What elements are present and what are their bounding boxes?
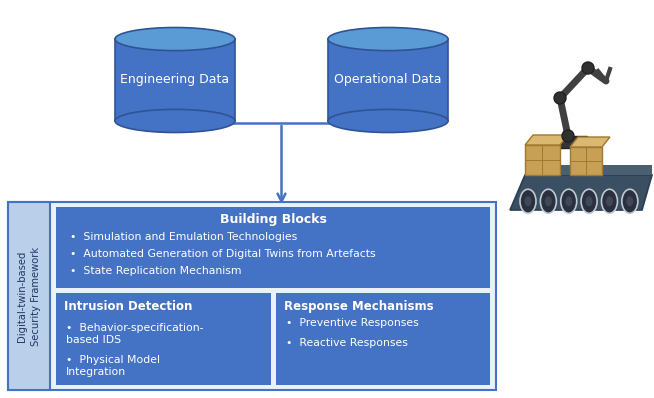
FancyBboxPatch shape — [8, 202, 50, 390]
Ellipse shape — [585, 196, 593, 206]
Ellipse shape — [554, 92, 566, 104]
Ellipse shape — [115, 27, 235, 51]
FancyBboxPatch shape — [56, 293, 271, 385]
Text: •  Preventive Responses: • Preventive Responses — [286, 318, 419, 328]
Text: Digital-twin-based
Security Framework: Digital-twin-based Security Framework — [18, 246, 41, 345]
Ellipse shape — [565, 196, 572, 206]
Polygon shape — [525, 165, 652, 175]
Ellipse shape — [582, 62, 594, 74]
Ellipse shape — [560, 189, 577, 213]
FancyBboxPatch shape — [549, 136, 587, 148]
Ellipse shape — [540, 189, 557, 213]
Ellipse shape — [328, 27, 448, 51]
Text: •  Simulation and Emulation Technologies: • Simulation and Emulation Technologies — [70, 232, 298, 242]
Ellipse shape — [520, 189, 536, 213]
FancyBboxPatch shape — [570, 147, 602, 175]
Ellipse shape — [627, 196, 633, 206]
Text: Operational Data: Operational Data — [334, 74, 441, 86]
Ellipse shape — [328, 109, 448, 133]
Polygon shape — [510, 175, 652, 210]
Text: •  Behavior-specification-
based IDS: • Behavior-specification- based IDS — [66, 323, 203, 345]
Ellipse shape — [525, 196, 532, 206]
FancyBboxPatch shape — [525, 145, 560, 175]
Ellipse shape — [622, 189, 638, 213]
Text: Building Blocks: Building Blocks — [220, 213, 326, 226]
FancyBboxPatch shape — [328, 39, 448, 121]
Ellipse shape — [602, 189, 617, 213]
Text: •  Automated Generation of Digital Twins from Artefacts: • Automated Generation of Digital Twins … — [70, 249, 375, 259]
Text: •  Reactive Responses: • Reactive Responses — [286, 338, 407, 348]
FancyBboxPatch shape — [56, 207, 490, 288]
Ellipse shape — [115, 109, 235, 133]
Ellipse shape — [545, 196, 552, 206]
Ellipse shape — [581, 189, 597, 213]
Text: Response Mechanisms: Response Mechanisms — [283, 300, 433, 313]
FancyBboxPatch shape — [275, 293, 490, 385]
Polygon shape — [525, 135, 568, 145]
Text: •  State Replication Mechanism: • State Replication Mechanism — [70, 266, 241, 276]
Text: Engineering Data: Engineering Data — [120, 74, 230, 86]
Text: •  Physical Model
Integration: • Physical Model Integration — [66, 355, 160, 377]
FancyBboxPatch shape — [115, 39, 235, 121]
Polygon shape — [570, 137, 610, 147]
FancyBboxPatch shape — [8, 202, 496, 390]
Ellipse shape — [562, 130, 574, 142]
Text: Intrusion Detection: Intrusion Detection — [64, 300, 192, 313]
Ellipse shape — [606, 196, 613, 206]
